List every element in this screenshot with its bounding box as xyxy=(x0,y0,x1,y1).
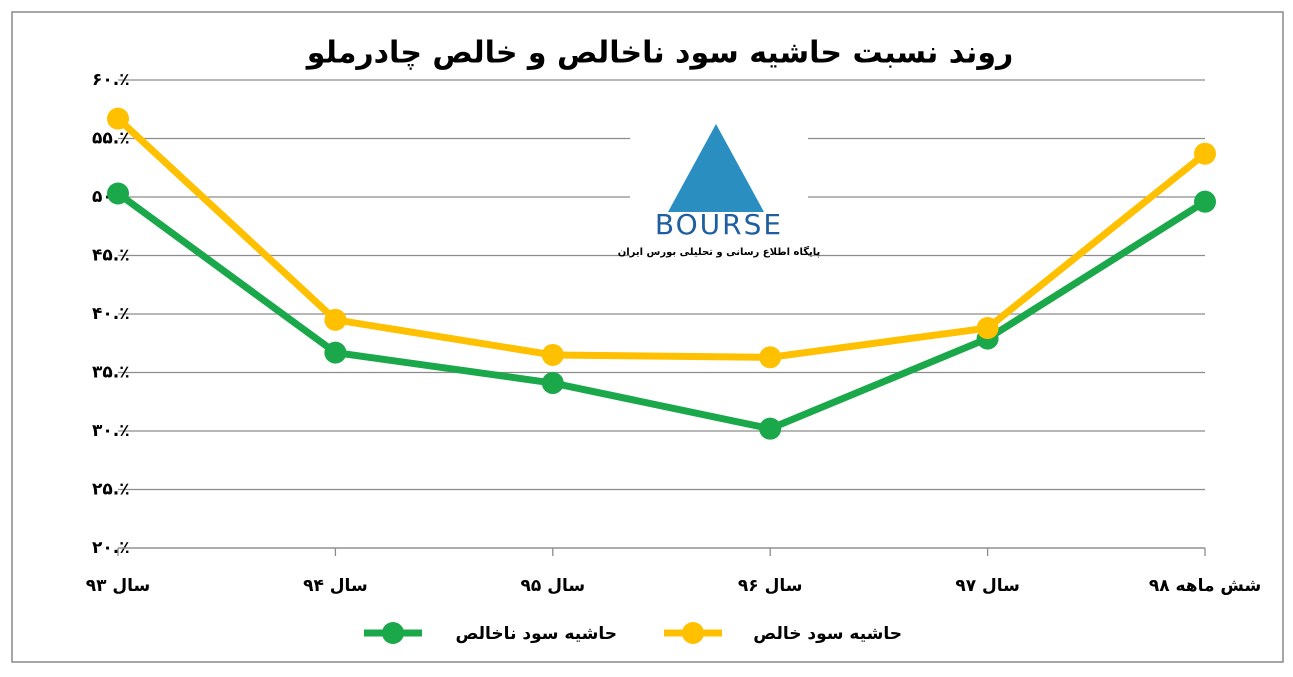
point xyxy=(541,343,564,366)
x-tick-label: سال ۹۶ xyxy=(738,576,803,596)
y-tick-label: ٪.۳۰ xyxy=(92,421,130,441)
point xyxy=(107,182,129,205)
point xyxy=(759,346,782,369)
y-tick-label: ٪.۵۵ xyxy=(92,129,130,149)
point xyxy=(324,308,347,331)
legend-label: حاشیه سود خالص xyxy=(753,624,902,644)
point xyxy=(541,372,564,395)
legend-marker xyxy=(382,622,404,644)
watermark-logo xyxy=(668,124,764,212)
x-tick-label: سال ۹۷ xyxy=(955,576,1020,596)
point xyxy=(976,317,999,340)
legend-marker xyxy=(682,622,704,644)
point xyxy=(759,417,782,440)
y-tick-label: ٪.۴۰ xyxy=(92,304,130,324)
y-tick-label: ٪.۴۵ xyxy=(92,246,130,266)
y-tick-label: ٪.۲۵ xyxy=(92,480,130,500)
x-tick-label: سال ۹۳ xyxy=(86,576,151,596)
point xyxy=(324,341,347,364)
y-tick-label: ٪.۲۰ xyxy=(92,538,130,558)
point xyxy=(1194,190,1216,213)
series-line xyxy=(115,116,1208,361)
y-tick-label: ٪.۶۰ xyxy=(92,70,130,90)
legend-label: حاشیه سود ناخالص xyxy=(455,624,617,644)
watermark-caption: پایگاه اطلاع رسانی و تحلیلی بورس ایران xyxy=(618,245,821,258)
series-line xyxy=(115,190,1207,433)
watermark: BOURSE پایگاه اطلاع رسانی و تحلیلی بورس … xyxy=(618,118,821,268)
y-tick-label: ٪.۳۵ xyxy=(92,363,130,383)
chart-frame xyxy=(11,11,1284,663)
x-tick-label: سال ۹۵ xyxy=(521,576,586,596)
chart-title: روند نسبت حاشیه سود ناخالص و خالص چادرمل… xyxy=(305,36,1013,71)
x-tick-label: سال ۹۴ xyxy=(303,576,368,596)
point xyxy=(107,107,129,130)
point xyxy=(1194,142,1216,165)
x-tick-label: شش ماهه ۹۸ xyxy=(1149,576,1261,596)
watermark-brand: BOURSE xyxy=(655,208,783,241)
